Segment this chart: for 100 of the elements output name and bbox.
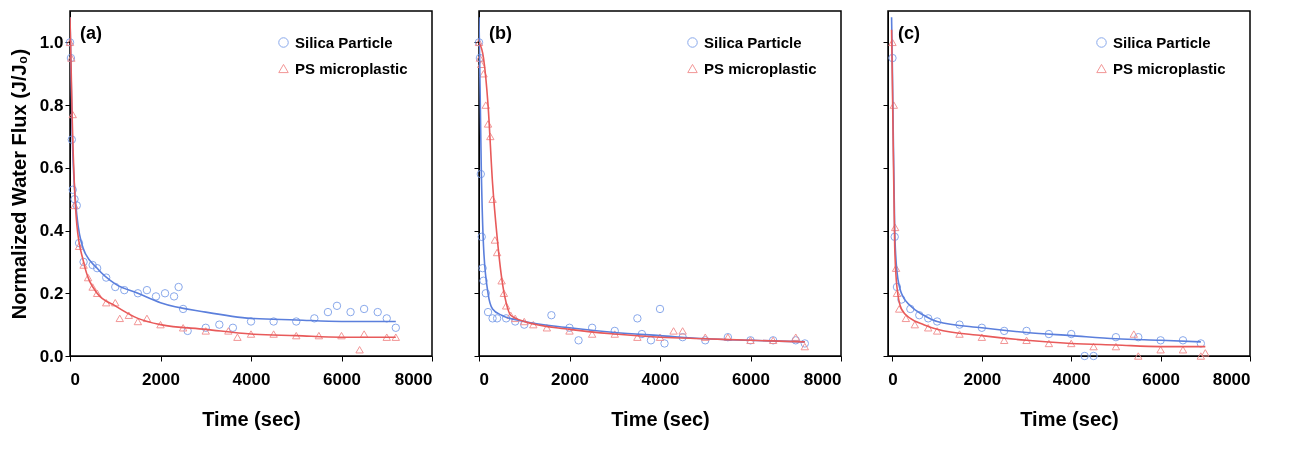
x-tick-label: 2000 [551,369,589,389]
point [901,314,911,323]
x-tick-label: 8000 [803,369,842,389]
point [932,327,942,335]
point [1089,351,1098,361]
point [1201,349,1210,357]
point [897,295,906,304]
point [1089,342,1098,351]
point [391,323,401,332]
point [233,333,242,341]
point [359,330,369,338]
point [906,304,915,314]
point [486,132,495,141]
point [1178,346,1188,354]
point [169,292,179,301]
point [915,311,924,320]
point [1080,351,1089,361]
point [479,70,488,78]
point [92,289,102,297]
point [160,289,170,298]
point [83,273,93,282]
point [483,120,493,128]
point [955,320,964,329]
point [932,317,942,326]
point [292,317,301,326]
point [269,330,278,338]
x-axis-title: Time (sec) [1020,407,1119,430]
point [156,320,165,329]
annotation: (b) [489,23,512,43]
point [1044,329,1054,339]
annotation: (c) [898,23,920,43]
point [888,38,897,47]
point [565,323,574,332]
legend-label: Silica Particle [704,33,802,51]
point [481,101,490,109]
point [977,333,987,341]
point [310,314,319,323]
legend-label: PS microplastic [704,59,817,77]
annotation: (a) [80,23,102,43]
point [492,248,502,257]
point [382,333,391,341]
x-tick-label: 4000 [1052,369,1091,389]
y-axis-title: Normalized Water Flux (J/J₀) [7,48,30,320]
point [678,327,687,335]
point [637,329,647,339]
point [88,260,97,270]
point [224,327,233,335]
point [1196,352,1206,360]
y-tick-label: 0.0 [39,346,64,366]
point [888,53,897,63]
point [79,261,88,269]
point [1067,329,1076,339]
point [977,323,987,332]
point [892,282,902,292]
point [323,307,333,317]
point [890,223,900,232]
point [151,292,161,301]
point [391,333,401,341]
point [115,314,124,323]
point [1067,339,1076,348]
point [477,60,486,69]
point [201,327,210,335]
point [646,336,656,345]
point [111,298,120,307]
point [701,333,710,341]
point [68,110,77,119]
point [477,232,486,242]
point [70,194,79,204]
point [174,282,183,292]
point [574,336,583,345]
point [382,314,391,323]
point [79,257,88,267]
point [246,330,256,338]
point [92,263,102,273]
point [610,330,619,338]
point [133,289,143,298]
point [497,277,506,285]
x-tick-label: 8000 [394,369,433,389]
point [269,317,278,326]
y-tick-label: 1.0 [39,32,64,52]
point [1196,339,1206,348]
point [337,331,346,340]
x-axis-title: Time (sec) [611,407,710,430]
point [506,311,515,319]
point [292,331,301,340]
point [246,317,256,326]
x-tick-label: 0 [479,369,489,389]
point [1156,346,1165,354]
point [101,273,111,282]
point [655,304,665,314]
point [924,324,933,332]
point [67,135,77,144]
point [178,324,188,332]
point [924,314,933,323]
point [68,185,77,194]
x-tick-label: 2000 [963,369,1002,389]
point [355,346,364,354]
point [892,289,902,297]
point [111,282,120,292]
point [999,326,1009,336]
